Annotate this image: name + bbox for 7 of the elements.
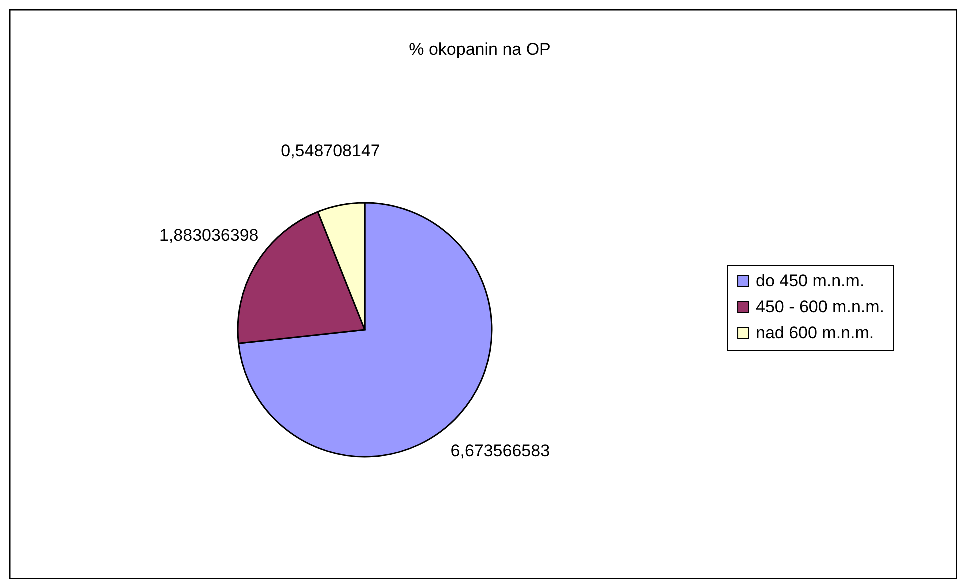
legend-label: nad 600 m.n.m. [756, 324, 874, 342]
data-label: 0,548708147 [281, 141, 380, 160]
legend-label: do 450 m.n.m. [756, 272, 865, 290]
data-label: 6,673566583 [450, 442, 550, 461]
legend-label: 450 - 600 m.n.m. [756, 298, 885, 316]
data-label: 1,883036398 [159, 226, 259, 246]
chart-title: % okopanin na OP [409, 40, 551, 59]
